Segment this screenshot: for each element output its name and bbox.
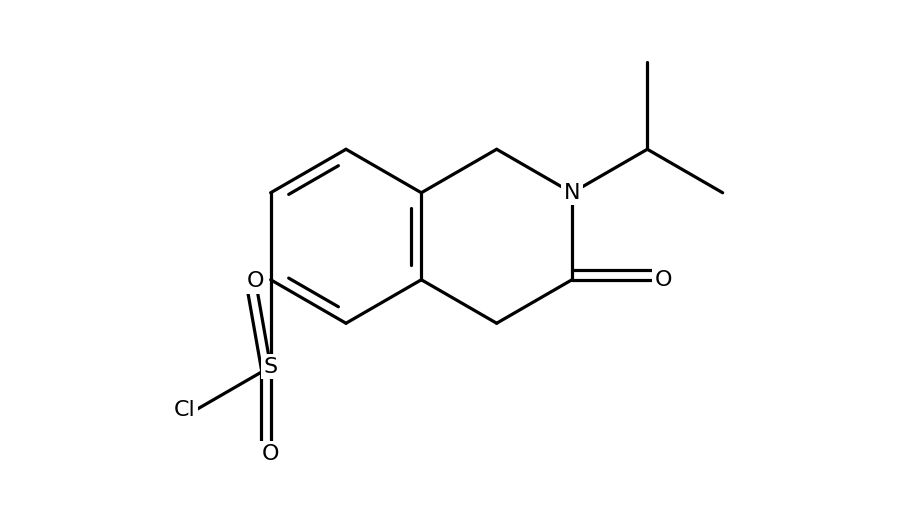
Text: S: S bbox=[263, 357, 278, 377]
Text: Cl: Cl bbox=[174, 400, 196, 420]
Text: O: O bbox=[655, 270, 672, 290]
Text: O: O bbox=[262, 444, 279, 464]
Text: O: O bbox=[247, 271, 264, 291]
Text: N: N bbox=[564, 183, 580, 203]
